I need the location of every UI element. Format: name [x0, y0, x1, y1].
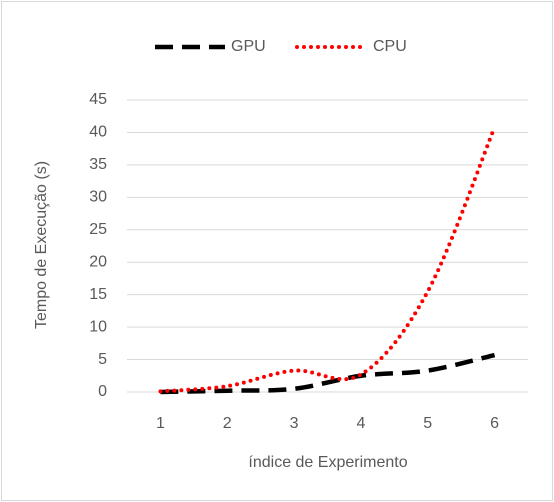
legend-label: CPU	[373, 38, 407, 55]
series-line	[160, 352, 496, 395]
y-tick-label: 30	[89, 189, 107, 206]
series-line	[158, 125, 497, 394]
y-tick-label: 25	[89, 221, 107, 238]
x-tick-label: 6	[490, 415, 499, 432]
y-tick-label: 5	[98, 351, 107, 368]
x-tick-label: 1	[156, 415, 165, 432]
x-tick-label: 5	[423, 415, 432, 432]
y-tick-label: 20	[89, 253, 107, 270]
y-tick-label: 45	[89, 91, 107, 108]
x-tick-label: 3	[290, 415, 299, 432]
y-tick-label: 10	[89, 318, 107, 335]
x-tick-label: 4	[356, 415, 365, 432]
x-axis-title: índice de Experimento	[248, 454, 407, 471]
y-tick-label: 0	[98, 383, 107, 400]
y-tick-label: 40	[89, 124, 107, 141]
y-axis-title: Tempo de Execução (s)	[33, 161, 50, 329]
x-tick-label: 2	[223, 415, 232, 432]
legend-label: GPU	[231, 38, 266, 55]
y-tick-label: 15	[89, 286, 107, 303]
y-tick-label: 35	[89, 156, 107, 173]
